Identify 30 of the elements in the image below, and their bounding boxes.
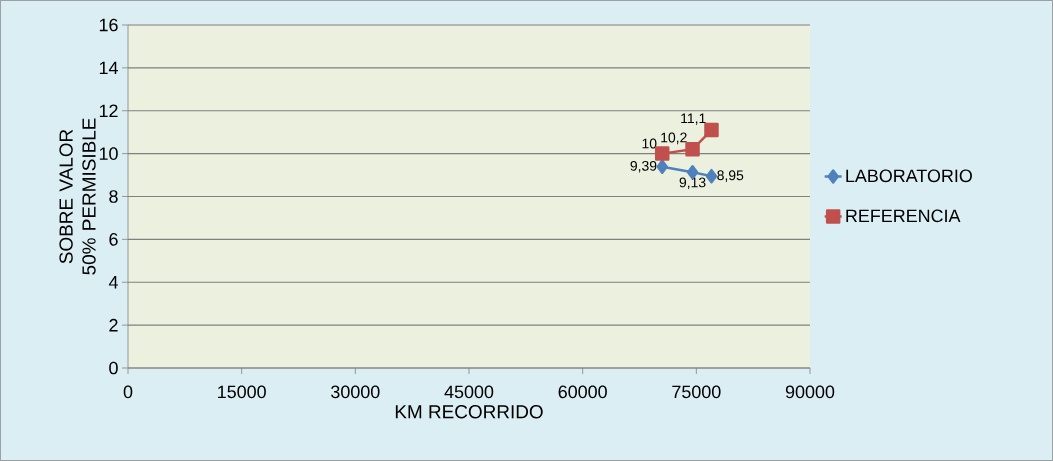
y-tick-label: 14 (99, 61, 118, 75)
y-tick-label: 8 (109, 190, 118, 203)
x-tick-label: 15000 (218, 385, 266, 399)
data-label: 9,13 (679, 177, 706, 189)
point (704, 122, 719, 138)
x-tick-label: 75000 (672, 385, 721, 399)
x-tick-label: 0 (123, 385, 133, 399)
data-label: 9,39 (630, 160, 657, 173)
legend-label: REFERENCIA (846, 209, 961, 223)
x-tick-label: 90000 (785, 385, 835, 399)
point (705, 168, 718, 184)
data-label: 10 (642, 138, 657, 149)
y-tick-label: 0 (109, 361, 118, 375)
y-axis-title: SOBRE VALOR 50% PERMISIBLE (59, 118, 96, 275)
y-tick-label: 6 (109, 233, 118, 246)
x-tick-label: 60000 (558, 385, 607, 399)
y-tick-label: 4 (108, 276, 118, 289)
y-tick-label: 12 (99, 104, 118, 118)
y-tick-label: 10 (99, 147, 118, 160)
y-tick-label: 16 (99, 18, 118, 32)
data-label: 11,1 (681, 113, 706, 125)
x-tick-label: 45000 (444, 385, 494, 399)
x-axis-title: KM RECORRIDO (395, 405, 543, 419)
legend-label: LABORATORIO (846, 169, 972, 183)
data-label: 8,95 (717, 170, 744, 182)
y-tick-label: 2 (109, 318, 118, 332)
point (685, 142, 700, 157)
point (656, 159, 668, 174)
x-tick-label: 30000 (331, 385, 380, 399)
data-label: 10,2 (661, 132, 687, 145)
